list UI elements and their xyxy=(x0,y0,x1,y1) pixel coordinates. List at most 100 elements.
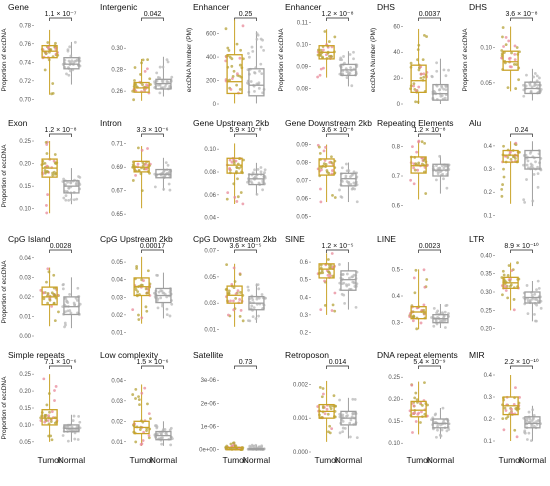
significance-bracket xyxy=(418,365,441,369)
data-point xyxy=(512,402,516,406)
data-point xyxy=(238,273,242,276)
data-point xyxy=(145,429,148,433)
data-point xyxy=(155,273,159,277)
data-point xyxy=(328,266,331,269)
data-point xyxy=(255,37,259,41)
data-point xyxy=(143,69,147,73)
data-point xyxy=(419,65,423,69)
y-tick-label: 0.20 xyxy=(388,397,400,403)
data-point xyxy=(432,306,436,310)
data-point xyxy=(319,187,322,191)
data-point xyxy=(502,273,506,277)
significance-bracket xyxy=(510,133,533,137)
y-tick-label: 0.20 xyxy=(19,389,31,395)
y-tick-label: 0 xyxy=(213,102,217,108)
panel: Repeating Elements 0.6 0.7 0.8 1.2 × 10⁻⁸ xyxy=(377,118,454,209)
significance-bracket xyxy=(49,17,72,21)
data-point xyxy=(47,270,51,274)
p-value-label: 0.0028 xyxy=(50,243,72,250)
data-point xyxy=(333,35,337,39)
y-axis-label: Proportion of eccDNA xyxy=(1,260,8,324)
significance-bracket xyxy=(510,17,533,21)
data-point xyxy=(536,279,540,283)
data-point xyxy=(416,48,420,52)
data-point xyxy=(514,386,517,390)
data-point xyxy=(526,312,530,316)
data-point xyxy=(330,161,334,165)
data-point xyxy=(328,424,332,428)
data-point xyxy=(54,385,58,388)
significance-bracket xyxy=(49,249,72,253)
x-category-label: Normal xyxy=(243,455,271,465)
data-point xyxy=(72,198,76,202)
data-point xyxy=(247,288,250,292)
data-point xyxy=(263,171,266,174)
significance-bracket xyxy=(418,133,441,137)
panel: DHS Proportion of eccDNA 0.05 0.10 3.6 × 10⁻… xyxy=(462,2,543,101)
data-point xyxy=(251,49,255,53)
data-point xyxy=(536,165,539,169)
data-point xyxy=(159,432,163,436)
data-point xyxy=(65,300,69,304)
data-point xyxy=(430,74,434,78)
data-point xyxy=(341,419,345,423)
y-axis-label: Proportion of eccDNA xyxy=(1,376,8,440)
significance-bracket xyxy=(510,365,533,369)
tumor-box xyxy=(226,54,243,95)
y-tick-label: 0.10 xyxy=(19,423,31,429)
data-point xyxy=(228,158,232,162)
data-point xyxy=(139,73,142,76)
data-point xyxy=(539,306,543,310)
data-point xyxy=(515,435,519,439)
data-point xyxy=(63,321,67,325)
data-point xyxy=(259,62,263,66)
y-tick-label: 0.78 xyxy=(19,23,31,29)
data-point xyxy=(52,292,56,296)
data-point xyxy=(435,69,439,73)
data-point xyxy=(321,406,325,410)
data-point xyxy=(159,289,163,292)
data-point xyxy=(133,79,136,82)
p-value-label: 0.25 xyxy=(239,11,253,18)
p-value-label: 7.1 × 10⁻⁶ xyxy=(44,359,76,366)
data-point xyxy=(421,58,425,62)
data-point xyxy=(137,318,141,321)
data-point xyxy=(131,179,135,182)
data-point xyxy=(51,173,55,177)
p-value-label: 1.5 × 10⁻⁶ xyxy=(136,359,168,366)
data-point xyxy=(239,291,242,294)
data-point xyxy=(249,445,253,449)
data-point xyxy=(530,85,534,89)
data-point xyxy=(525,284,529,287)
data-point xyxy=(46,291,50,295)
data-point xyxy=(325,169,329,172)
data-point xyxy=(249,180,253,183)
data-point xyxy=(67,198,71,202)
y-tick-label: 1e-06 xyxy=(201,425,217,431)
data-point xyxy=(440,428,444,432)
data-point xyxy=(232,69,236,73)
data-point xyxy=(333,291,337,295)
y-tick-label: 0.71 xyxy=(111,142,123,148)
data-point xyxy=(231,441,235,445)
normal-box xyxy=(432,83,449,101)
data-point xyxy=(423,285,427,289)
y-tick-label: 0.40 xyxy=(480,253,492,259)
y-tick-label: 0.04 xyxy=(111,278,123,284)
data-point xyxy=(355,200,359,204)
panel: Enhancer Proportion of eccDNA 0.08 0.09 0.10… xyxy=(278,2,359,93)
data-point xyxy=(62,283,65,286)
y-tick-label: 0.002 xyxy=(293,382,309,388)
data-point xyxy=(50,92,53,96)
y-tick-label: 0.26 xyxy=(111,89,123,95)
data-point xyxy=(140,61,143,65)
p-value-label: 1.2 × 10⁻⁸ xyxy=(413,127,445,134)
data-point xyxy=(43,161,47,165)
data-point xyxy=(136,290,140,294)
data-point xyxy=(229,442,233,446)
data-point xyxy=(238,63,242,67)
data-point xyxy=(502,45,505,48)
data-point xyxy=(440,311,444,315)
data-point xyxy=(502,428,506,432)
data-point xyxy=(228,78,232,82)
